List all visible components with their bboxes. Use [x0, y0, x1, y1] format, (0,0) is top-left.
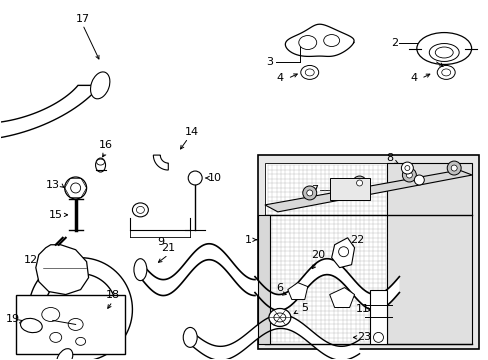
- Ellipse shape: [298, 36, 316, 50]
- Circle shape: [404, 166, 409, 171]
- Text: 4: 4: [276, 73, 283, 84]
- Bar: [258, 215, 269, 345]
- Circle shape: [402, 168, 415, 182]
- Text: 2: 2: [390, 37, 397, 48]
- Circle shape: [338, 247, 348, 257]
- Ellipse shape: [50, 332, 61, 342]
- Circle shape: [373, 332, 383, 342]
- Ellipse shape: [56, 348, 73, 360]
- Bar: [386, 163, 471, 345]
- Text: 9: 9: [157, 237, 163, 247]
- Polygon shape: [0, 85, 100, 140]
- Text: 16: 16: [99, 140, 112, 150]
- Ellipse shape: [183, 328, 197, 347]
- Circle shape: [71, 183, 81, 193]
- Text: 23: 23: [357, 332, 371, 342]
- Circle shape: [306, 190, 312, 196]
- Text: 19: 19: [6, 314, 20, 324]
- Polygon shape: [140, 244, 254, 296]
- Circle shape: [406, 172, 411, 178]
- Ellipse shape: [268, 309, 290, 327]
- Circle shape: [188, 171, 202, 185]
- Circle shape: [413, 175, 424, 185]
- Polygon shape: [36, 245, 88, 294]
- Circle shape: [401, 162, 412, 174]
- Text: 11: 11: [355, 305, 369, 315]
- Text: 5: 5: [301, 302, 307, 312]
- Polygon shape: [153, 155, 168, 170]
- Text: 17: 17: [76, 14, 89, 24]
- Ellipse shape: [68, 319, 83, 330]
- Text: 21: 21: [161, 243, 175, 253]
- Ellipse shape: [273, 313, 285, 322]
- Bar: [329, 178, 369, 200]
- Polygon shape: [264, 170, 471, 212]
- Text: 13: 13: [46, 180, 60, 190]
- Polygon shape: [264, 163, 388, 345]
- Text: 20: 20: [310, 250, 324, 260]
- Ellipse shape: [441, 69, 450, 76]
- Text: 1: 1: [244, 235, 251, 245]
- Circle shape: [450, 165, 456, 171]
- Ellipse shape: [305, 69, 314, 76]
- Polygon shape: [29, 258, 132, 360]
- Polygon shape: [254, 259, 399, 310]
- Circle shape: [302, 186, 316, 200]
- Text: 22: 22: [350, 235, 364, 245]
- Ellipse shape: [134, 259, 146, 280]
- Polygon shape: [331, 238, 354, 268]
- Text: 14: 14: [185, 127, 199, 137]
- Text: 10: 10: [208, 173, 222, 183]
- Text: 18: 18: [105, 289, 120, 300]
- Ellipse shape: [96, 159, 104, 165]
- Text: 6: 6: [276, 283, 283, 293]
- Bar: [16, 294, 125, 354]
- Ellipse shape: [90, 72, 110, 99]
- Ellipse shape: [428, 44, 458, 62]
- Circle shape: [356, 180, 362, 186]
- Ellipse shape: [434, 47, 452, 58]
- Ellipse shape: [95, 158, 105, 172]
- Ellipse shape: [76, 337, 85, 345]
- Polygon shape: [329, 288, 354, 307]
- Text: 7: 7: [310, 185, 318, 195]
- Ellipse shape: [323, 35, 339, 46]
- Text: 8: 8: [385, 153, 392, 163]
- Ellipse shape: [300, 66, 318, 80]
- Text: 4: 4: [410, 73, 417, 84]
- Ellipse shape: [416, 32, 470, 64]
- Ellipse shape: [41, 307, 60, 321]
- Circle shape: [64, 177, 86, 199]
- Circle shape: [352, 176, 366, 190]
- Ellipse shape: [136, 206, 144, 213]
- Circle shape: [447, 161, 460, 175]
- Ellipse shape: [132, 203, 148, 217]
- Ellipse shape: [20, 318, 42, 333]
- Text: 12: 12: [24, 255, 38, 265]
- Ellipse shape: [436, 66, 454, 80]
- Polygon shape: [190, 315, 359, 360]
- Bar: [369, 289, 386, 345]
- Text: 3: 3: [266, 58, 273, 67]
- Polygon shape: [258, 155, 478, 349]
- Text: 15: 15: [49, 210, 62, 220]
- Polygon shape: [287, 283, 307, 300]
